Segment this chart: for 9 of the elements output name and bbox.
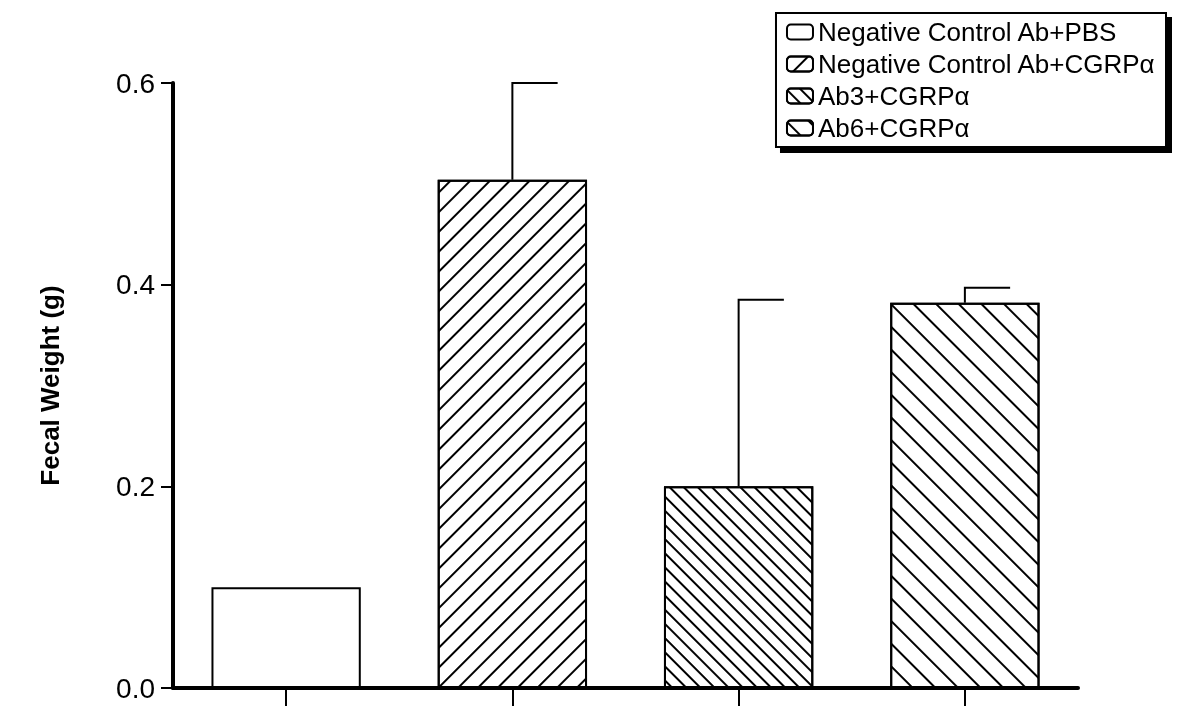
y-tick-label: 0.2 (116, 470, 155, 502)
legend-label: Ab6+CGRPα (817, 113, 970, 143)
y-tick-label: 0.0 (116, 672, 155, 704)
legend-label: Negative Control Ab+PBS (817, 17, 1117, 47)
y-tick-label: 0.4 (116, 269, 155, 301)
y-axis-title: Fecal Weight (g) (35, 285, 65, 486)
legend-label: Negative Control Ab+CGRPα (817, 49, 1155, 79)
y-tick-label: 0.6 (116, 67, 155, 99)
legend-label: Ab3+CGRPα (817, 81, 970, 111)
